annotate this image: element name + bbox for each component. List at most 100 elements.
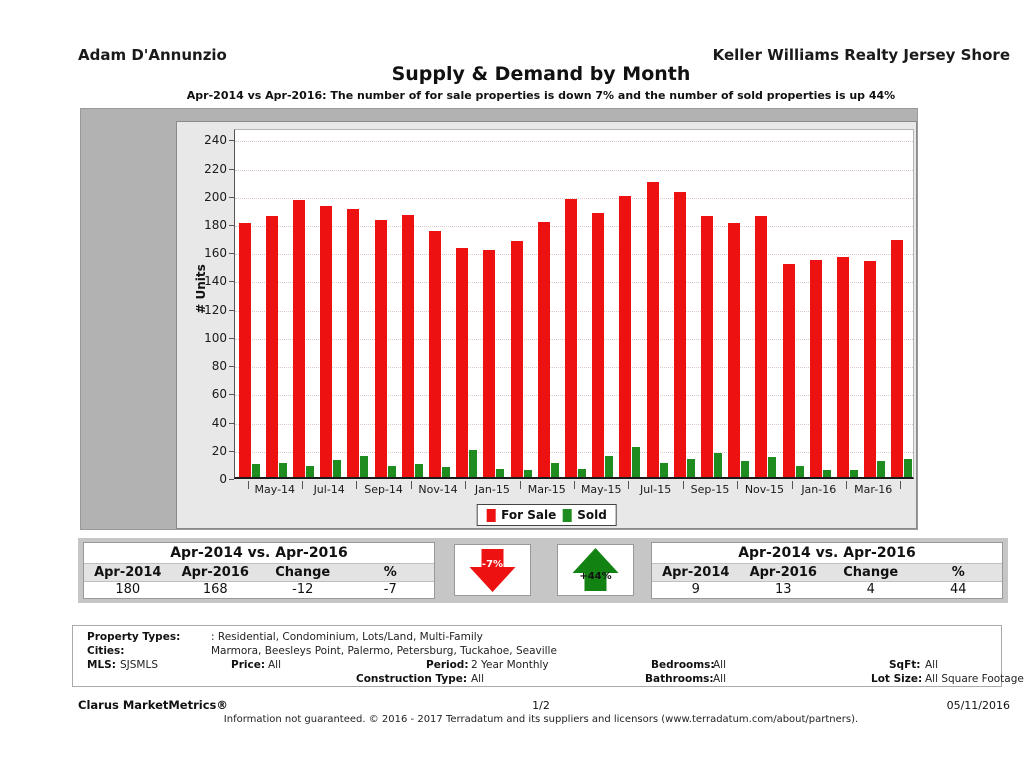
bar-sold-Sep-15 [713, 453, 722, 477]
bar-for-sale-Apr-14 [238, 222, 251, 477]
svg-text:-7%: -7% [482, 559, 503, 570]
y-tick-mark [229, 450, 234, 452]
bar-sold-Sep-14 [387, 465, 396, 477]
col-header: Change [275, 565, 331, 580]
comparison-strip: Apr-2014 vs. Apr-2016 Apr-2014 Apr-2016 … [78, 538, 1008, 603]
bar-for-sale-Sep-15 [700, 215, 713, 477]
svg-text:+44%: +44% [579, 571, 611, 582]
y-tick-mark [229, 394, 234, 396]
filter-row-property-types: Property Types: : Residential, Condomini… [73, 631, 1001, 645]
y-tick-mark [229, 479, 234, 480]
x-axis-label: Jan-15 [474, 483, 510, 496]
y-tick-label: 100 [204, 330, 227, 345]
bar-for-sale-Jun-15 [619, 196, 632, 477]
filter-row-cities: Cities: Marmora, Beesleys Point, Palermo… [73, 645, 1001, 659]
x-axis-label: Nov-15 [744, 483, 784, 496]
property-types-label: Property Types: [87, 631, 181, 643]
plot-area [234, 129, 914, 479]
cell: -7 [383, 582, 397, 597]
bar-sold-May-15 [605, 455, 614, 477]
for-sale-change-indicator: -7% [454, 544, 531, 596]
mls-label: MLS: [87, 659, 116, 671]
bar-for-sale-May-15 [592, 213, 605, 477]
y-tick-label: 240 [204, 133, 227, 148]
cities-value: Marmora, Beesleys Point, Palermo, Peters… [211, 645, 557, 657]
bar-sold-Nov-15 [768, 457, 777, 477]
bar-sold-Aug-15 [686, 458, 695, 477]
period-value: 2 Year Monthly [471, 659, 549, 671]
y-tick-mark [229, 224, 234, 226]
disclaimer-text: Information not guaranteed. © 2016 - 201… [223, 714, 859, 725]
bar-sold-Feb-15 [523, 469, 532, 477]
bar-for-sale-Feb-16 [836, 256, 849, 477]
x-axis-label: Mar-16 [854, 483, 893, 496]
bar-for-sale-Dec-14 [456, 248, 469, 477]
bar-sold-Oct-15 [741, 461, 750, 477]
x-axis-tick [682, 481, 684, 489]
construction-type-value: All [471, 673, 485, 685]
bar-sold-Jan-16 [822, 469, 831, 477]
cell: 168 [202, 582, 228, 597]
col-header: Apr-2014 [94, 565, 162, 580]
agent-name: Adam D'Annunzio [78, 46, 227, 64]
y-tick-mark [229, 422, 234, 424]
bar-sold-Apr-14 [251, 464, 260, 477]
lot-size-label: Lot Size: [871, 673, 923, 685]
sold-swatch-icon [562, 508, 572, 522]
cell: 44 [949, 582, 967, 597]
bar-for-sale-Feb-15 [510, 241, 523, 477]
brand-name: Clarus MarketMetrics® [78, 698, 228, 712]
chart-legend: For Sale Sold [476, 504, 617, 526]
bar-sold-May-14 [278, 462, 287, 477]
x-axis-tick [628, 481, 630, 489]
y-tick-mark [229, 309, 234, 311]
table-header-row: Apr-2014 Apr-2016 Change % [652, 564, 1002, 582]
bar-sold-Dec-14 [469, 450, 478, 477]
cell: 9 [691, 582, 700, 597]
bar-sold-Jul-15 [659, 462, 668, 477]
bar-sold-Apr-15 [577, 468, 586, 477]
x-axis-label: Jan-16 [801, 483, 837, 496]
col-header: Apr-2016 [181, 565, 249, 580]
price-label: Price: [231, 659, 266, 671]
col-header: % [383, 565, 397, 580]
y-tick-mark [229, 253, 234, 255]
y-tick-mark [229, 168, 234, 170]
x-axis-tick [737, 481, 739, 489]
x-axis-label: Mar-15 [527, 483, 566, 496]
filters-box: Property Types: : Residential, Condomini… [72, 625, 1024, 687]
gridline [235, 197, 913, 199]
y-tick-label: 60 [211, 387, 227, 402]
bar-sold-Dec-15 [795, 465, 804, 477]
y-tick-label: 80 [211, 359, 227, 374]
bar-for-sale-Jul-14 [320, 206, 333, 477]
sqft-label: SqFt: [889, 659, 921, 671]
table-title: Apr-2014 vs. Apr-2016 [84, 543, 434, 564]
legend-for-sale-label: For Sale [501, 508, 557, 522]
y-tick-label: 220 [204, 161, 227, 176]
x-axis-label: Nov-14 [418, 483, 458, 496]
for-sale-swatch-icon [486, 508, 496, 522]
y-tick-label: 140 [204, 274, 227, 289]
legend-sold-label: Sold [577, 508, 607, 522]
bar-for-sale-Aug-14 [347, 208, 360, 477]
y-tick-mark [229, 140, 234, 142]
x-axis-tick [356, 481, 358, 489]
y-tick-label: 160 [204, 246, 227, 261]
bar-sold-Aug-14 [360, 455, 369, 477]
property-types-value: : Residential, Condominium, Lots/Land, M… [211, 631, 483, 643]
report-header: Adam D'Annunzio Keller Williams Realty J… [78, 46, 1010, 64]
bar-for-sale-Apr-15 [564, 198, 577, 477]
page-number: 1/2 [532, 699, 550, 712]
col-header: % [951, 565, 965, 580]
construction-type-label: Construction Type: [356, 673, 468, 685]
bar-for-sale-Nov-14 [428, 231, 441, 477]
down-arrow-icon: -7% [469, 549, 516, 592]
table-value-row: 9 13 4 44 [652, 582, 1002, 598]
gridline [235, 141, 913, 143]
bar-sold-Oct-14 [414, 464, 423, 477]
x-axis-label: May-14 [254, 483, 296, 496]
bar-for-sale-Jul-15 [646, 182, 659, 477]
x-axis-tick [519, 481, 521, 489]
bar-sold-Jul-14 [333, 460, 342, 477]
